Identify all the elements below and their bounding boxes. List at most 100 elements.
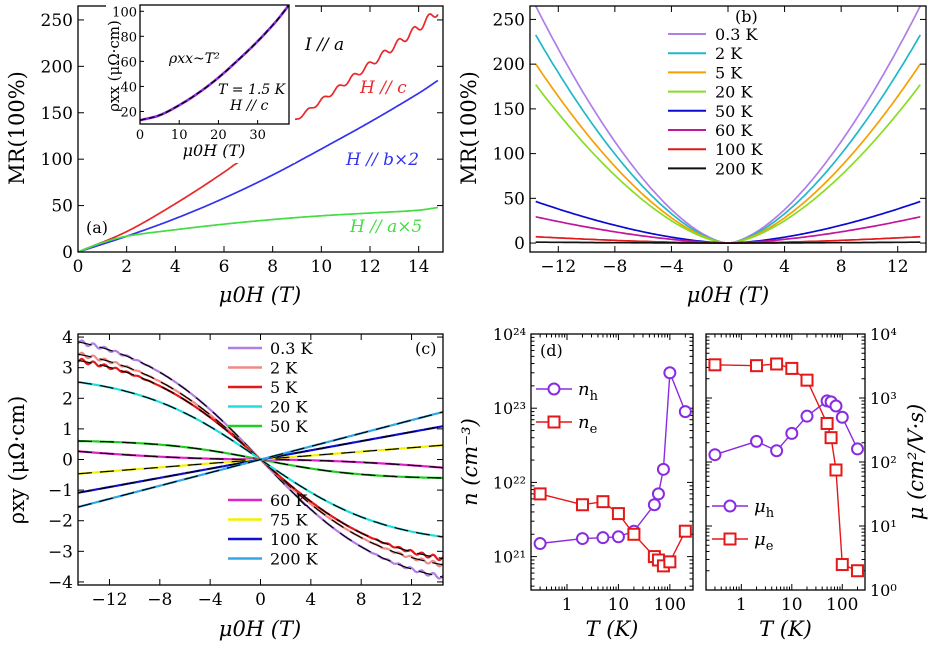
panel-c-tag: (c) (415, 339, 436, 358)
panel-mu-marker-1-2 (770, 357, 784, 371)
panel-b-legend-label-1: 2 K (715, 44, 743, 63)
panel-b-ytick-label-4: 200 (493, 55, 525, 75)
panel-c-ytick-label-1: −3 (48, 542, 73, 562)
panel-mu-xtick-label-0: 1 (736, 595, 747, 615)
panel-b-ylabel: MR(100%) (457, 71, 481, 185)
panel-c-ytick-label-8: 4 (62, 328, 73, 348)
panel-mu-marker-0-4 (800, 409, 814, 423)
panel-a-xtick-label-1: 2 (121, 257, 132, 277)
panel-mu-series-line-1 (714, 363, 858, 572)
panel-mu-marker-1-4 (800, 373, 814, 387)
panel-a-inset-xtick-label-2: 20 (210, 128, 227, 143)
panel-c-ytick-label-7: 3 (62, 359, 73, 379)
panel-c-fit-line-1 (78, 353, 443, 566)
panel-d-marker-0-8 (663, 366, 677, 380)
panel-d-frame (530, 333, 694, 591)
panel-mu-marker-0-1 (750, 434, 764, 448)
panel-a-ytick-label-0: 0 (62, 243, 73, 263)
panel-c-xtick-label-3: 0 (255, 590, 266, 610)
panel-c-xtick-label-0: −12 (92, 590, 128, 610)
panel-c-ytick-label-3: −1 (48, 481, 73, 501)
panel-a-inset-xtick-label-1: 10 (171, 128, 188, 143)
panel-b-legend-label-7: 200 K (715, 159, 764, 178)
panel-a-ytick-label-4: 200 (41, 57, 73, 77)
panel-mu-marker-1-6 (824, 431, 838, 445)
panel-b-legend-label-3: 20 K (715, 83, 753, 102)
panel-b-legend-label-4: 50 K (715, 102, 753, 121)
panel-mu-marker-0-2 (770, 444, 784, 458)
panel-mu-marker-1-0 (708, 358, 722, 372)
panel-a-inset-bg (106, 5, 295, 163)
panel-d-legend-label-1: ne (578, 412, 598, 437)
panel-d-marker-1-8 (663, 555, 677, 569)
panel-a-xtick-label-5: 10 (311, 257, 333, 277)
panel-a-ytick-label-1: 50 (51, 197, 73, 217)
panel-a-inset-xtick-label-3: 30 (249, 128, 266, 143)
panel-a-inset-fit (140, 5, 289, 121)
panel-d-ytick-label-0: 10²¹ (493, 548, 526, 567)
panel-a-ytick-label-2: 100 (41, 150, 73, 170)
panel-a-inset-group (140, 5, 289, 122)
panel-c-series-group (78, 339, 443, 580)
panel-a-series-line-2 (78, 206, 439, 252)
panel-a-xtick-label-6: 12 (359, 257, 381, 277)
panel-mu-marker-0-7 (829, 399, 843, 413)
panel-d-marker-1-2 (596, 495, 610, 509)
panel-c-ytick-label-4: 0 (62, 451, 73, 471)
panel-a-tag: (a) (86, 218, 108, 237)
panel-a-inset-ytick-label-2: 60 (120, 55, 137, 70)
panel-b-xtick-label-0: −12 (540, 257, 576, 277)
panel-b-xtick-label-6: 12 (887, 257, 909, 277)
panel-d-legend-marker-0 (547, 382, 561, 396)
panel-mu-ytick-label-0: 10⁰ (870, 581, 897, 600)
panel-a-xtick-label-7: 14 (408, 257, 430, 277)
panel-c-ylabel: ρxy (μΩ·cm) (5, 396, 29, 525)
panel-b-xtick-label-3: 0 (723, 257, 734, 277)
panel-c-ytick-label-5: 1 (62, 420, 73, 440)
panel-d-marker-1-4 (627, 527, 641, 541)
panel-b-legend-label-2: 5 K (715, 63, 743, 82)
panel-a-legend-hb: H // b×2 (345, 150, 419, 170)
panel-b-tag: (b) (735, 7, 758, 26)
panel-b-ytick-label-0: 0 (514, 234, 525, 254)
panel-b-xtick-label-5: 8 (836, 257, 847, 277)
panel-a-legend-hc: H // c (359, 78, 407, 98)
panel-a-inset-temp: T = 1.5 K (218, 82, 287, 98)
panel-d-tag: (d) (540, 341, 563, 360)
panel-d-marker-0-3 (611, 530, 625, 544)
panel-a-series-line-1 (78, 79, 439, 252)
panel-mu-legend-marker-0 (723, 499, 737, 513)
panel-mu-marker-0-3 (785, 426, 799, 440)
panel-c-ytick-label-0: −4 (48, 573, 73, 593)
panel-mu-ytick-label-4: 10⁴ (870, 325, 897, 344)
panel-b-ytick-label-3: 150 (493, 100, 525, 120)
panel-d-ytick-label-2: 10²³ (493, 399, 526, 418)
panel-c-xtick-label-2: −4 (198, 590, 223, 610)
panel-mu-legend-marker-1 (723, 532, 737, 546)
panel-a-inset-ytick-label-0: 20 (120, 105, 137, 120)
panel-d-marker-1-0 (533, 487, 547, 501)
panel-d-ytick-label-1: 10²² (493, 473, 526, 492)
panel-d-xtick-label-1: 10 (608, 595, 630, 615)
panel-c-xtick-label-4: 4 (305, 590, 316, 610)
panel-d-series-line-0 (540, 372, 686, 545)
panel-a-xtick-label-0: 0 (73, 257, 84, 277)
panel-c-legend-label-2: 5 K (270, 378, 298, 397)
panel-c-fit-line-8 (78, 411, 443, 508)
panel-d-marker-0-1 (575, 532, 589, 546)
panel-c-legend-label-7: 100 K (270, 530, 319, 549)
panel-a-inset-frame (139, 4, 290, 125)
panel-a-ytick-label-3: 150 (41, 104, 73, 124)
panel-mu-ytick-label-3: 10³ (870, 389, 897, 408)
panel-mu-marker-1-3 (785, 361, 799, 375)
panel-mu-marker-1-7 (829, 463, 843, 477)
panel-mu-marker-1-9 (850, 564, 864, 578)
panel-a-inset-xtick-label-0: 0 (136, 128, 144, 143)
panel-a-annotation: I // a (304, 35, 344, 55)
panel-c-xtick-label-5: 8 (356, 590, 367, 610)
panel-c-xtick-label-1: −8 (147, 590, 172, 610)
panel-d-marker-0-9 (678, 405, 692, 419)
panel-b-xlabel: μ0H (T) (687, 283, 769, 307)
panel-a-inset-ytick-label-4: 100 (112, 5, 137, 20)
